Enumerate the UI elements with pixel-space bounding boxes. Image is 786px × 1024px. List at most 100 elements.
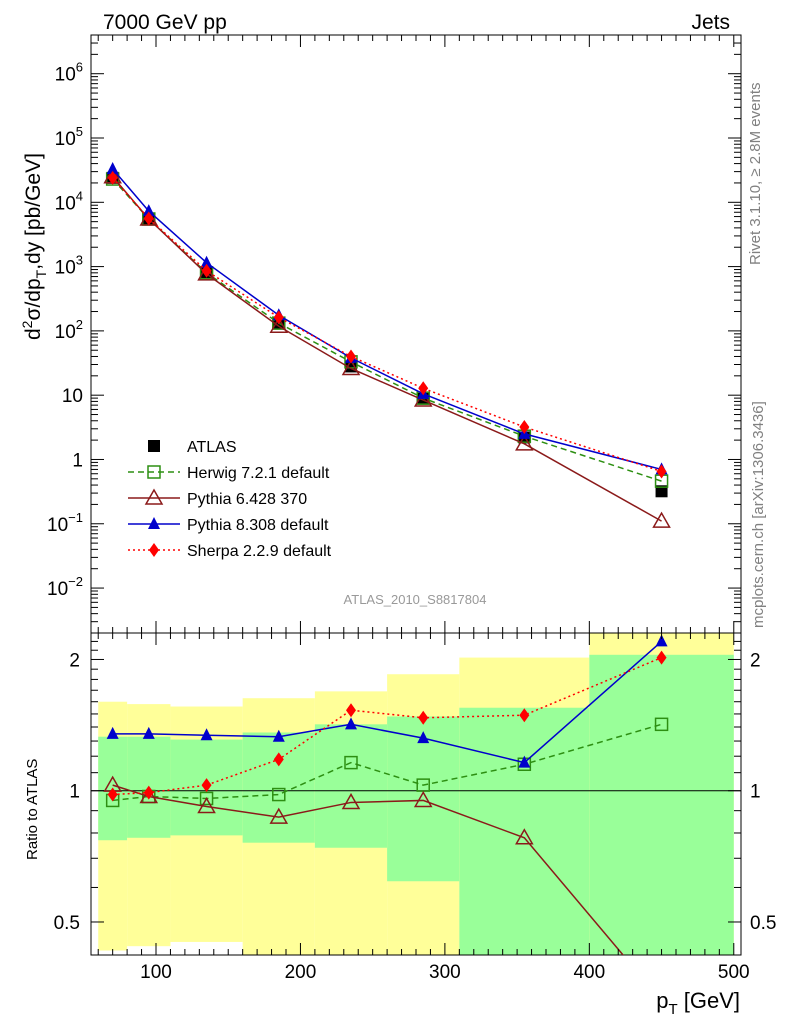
marker-diamond [418,710,429,725]
marker-triangle [200,255,213,268]
y-tick-label-base: 10 [47,579,68,600]
ratio-band-green [459,707,590,955]
marker-triangle-open [139,786,159,804]
marker-triangle-open [269,316,289,334]
side-label-mcplots: mcplots.cern.ch [arXiv:1306.3436] [750,401,767,628]
y-tick-label: 102 [55,317,83,343]
y-tick-label: 10 [62,386,83,407]
y-tick-label: 1 [72,450,83,471]
main-y-axis-label-part: T [33,269,49,278]
marker-triangle-open [269,807,289,824]
x-tick-label: 500 [718,962,750,983]
marker-diamond [143,785,154,800]
y-tick-label-exp: 5 [76,124,83,139]
marker-diamond [656,464,667,479]
ratio-y-tick-label: 0.5 [54,913,80,934]
ratio-y-tick-label-right: 1 [750,782,761,803]
marker-triangle-open [197,797,216,814]
marker-triangle-open [515,828,534,845]
y-tick-label: 10−1 [47,510,83,536]
main-y-axis-label: d2σ/dpT,dy [pb/GeV] [19,153,49,340]
marker-diamond [346,703,356,718]
legend-entry-label: Pythia 6.428 370 [187,491,307,508]
marker-diamond [149,543,159,557]
y-tick-label-exp: −1 [68,510,83,525]
ratio-band-green [589,654,734,955]
marker-triangle [148,517,160,529]
marker-diamond [346,349,356,364]
analysis-id: ATLAS_2010_S8817804 [344,592,487,607]
series-line [112,784,625,955]
marker-diamond [519,708,530,723]
ratio-y-tick-label: 2 [69,650,80,671]
marker-square-open [654,717,669,732]
y-tick-label-base: 10 [55,258,76,279]
marker-square [655,485,668,498]
marker-diamond [519,419,530,434]
ratio-panel-bands [98,633,734,955]
series-line [112,640,663,764]
marker-triangle [655,634,668,647]
marker-diamond [656,650,667,665]
y-tick-label-exp: 4 [76,188,83,203]
x-tick-label: 300 [429,962,461,983]
marker-square-open [199,791,214,806]
y-tick-label-exp: 2 [76,317,83,332]
marker-square-open [344,755,358,770]
marker-diamond [201,778,212,793]
marker-triangle-open [341,792,361,810]
main-y-axis-label-part: σ/dp [22,278,45,320]
x-tick-label: 100 [140,962,172,983]
main-y-axis-label-part: 2 [19,320,35,328]
y-tick-label-exp: −2 [68,574,83,589]
y-tick-label-base: 10 [55,129,76,150]
x-tick-label: 400 [573,962,605,983]
series-line [112,178,662,482]
y-tick-label-exp: 3 [76,253,83,268]
marker-triangle-open [341,358,361,376]
marker-square [148,440,160,452]
marker-triangle [272,729,285,742]
marker-triangle [518,755,531,768]
series-line [112,656,662,796]
legend-entry-label: Sherpa 2.2.9 default [187,543,332,560]
marker-diamond [143,211,154,226]
y-tick-label-base: 10 [55,65,76,86]
legend-entry-label: ATLAS [187,439,237,456]
y-tick-label-exp: 6 [76,60,83,75]
y-tick-label-base: 1 [72,450,83,471]
marker-triangle [142,204,155,217]
x-axis-label: pT [GeV] [656,988,740,1018]
marker-diamond [107,170,118,185]
y-tick-label: 106 [55,60,83,86]
series-line [112,723,662,802]
series-line [112,168,662,471]
panel-series-group [103,634,669,955]
y-tick-label: 103 [55,253,83,279]
marker-diamond [201,263,212,278]
y-tick-label-base: 10 [47,515,68,536]
legend-entry-label: Pythia 8.308 default [187,517,329,534]
y-tick-label-base: 10 [62,386,83,407]
y-tick-label: 10−2 [47,574,83,600]
marker-triangle [345,717,357,730]
x-tick-label: 200 [285,962,317,983]
marker-triangle [106,726,119,739]
ratio-band-green [242,732,315,843]
tick-layer: 100 200 300 400 50010−210−111010210310410510… [47,34,776,983]
header-left: 7000 GeV pp [103,11,227,34]
marker-diamond [418,381,429,396]
x-axis-label-sub: T [668,1001,677,1018]
y-tick-label-base: 10 [55,193,76,214]
main-y-axis-label-part: d [22,328,45,340]
ratio-y-axis-label: Ratio to ATLAS [24,759,41,860]
marker-triangle [142,726,155,739]
marker-triangle [200,728,213,741]
marker-diamond [273,752,284,767]
marker-square-open [272,787,286,802]
ratio-y-tick-label: 1 [69,782,80,803]
x-axis-label-unit: [GeV] [684,988,740,1013]
y-tick-label: 105 [55,124,83,150]
main-y-axis-label-part: ,dy [pb/GeV] [22,153,45,270]
